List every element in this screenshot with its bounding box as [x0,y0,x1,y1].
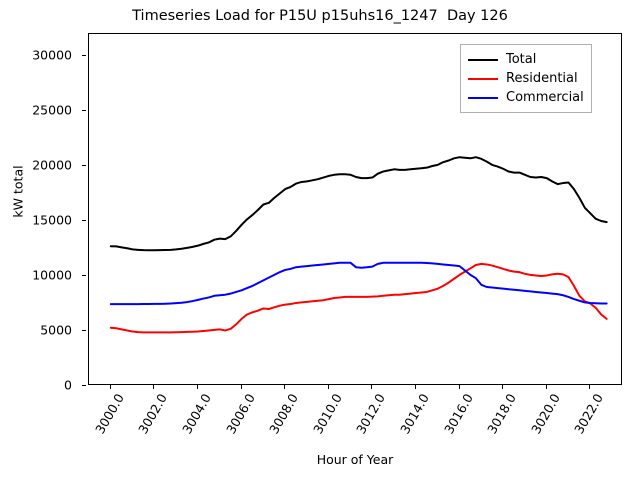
x-tick-label: 3012.0 [353,391,389,437]
legend-swatch-commercial [468,96,498,99]
y-tick-mark [82,385,86,386]
x-tick-mark [414,385,416,389]
y-tick-label: 0 [64,377,72,393]
y-tick-mark [82,165,86,166]
legend-swatch-residential [468,77,498,80]
series-line-residential [109,262,608,334]
x-tick-mark [153,385,155,389]
x-tick-mark [458,385,460,389]
x-tick-label: 3022.0 [571,391,607,437]
series-line-commercial [109,261,608,306]
legend-item-residential[interactable]: Residential [468,69,584,88]
y-tick-label: 10000 [32,267,72,283]
x-tick-label: 3010.0 [309,391,345,437]
y-tick-mark [82,330,86,331]
x-tick-mark [196,385,198,389]
x-tick-label: 3016.0 [440,391,476,437]
x-tick-mark [109,385,111,389]
x-tick-mark [545,385,547,389]
x-tick-mark [240,385,242,389]
legend-label: Total [506,52,537,67]
legend-item-total[interactable]: Total [468,50,584,69]
legend-swatch-total [468,58,498,61]
y-tick-label: 20000 [32,157,72,173]
chart-legend: Total Residential Commercial [460,44,592,113]
plot-lines [109,156,608,334]
x-tick-label: 3020.0 [527,391,563,437]
x-tick-mark [371,385,373,389]
x-tick-mark [502,385,504,389]
y-tick-label: 25000 [32,102,72,118]
legend-label: Residential [506,71,578,86]
x-tick-label: 3000.0 [91,391,127,437]
y-tick-mark [82,110,86,111]
x-tick-label: 3018.0 [484,391,520,437]
series-line-total [109,156,608,252]
x-tick-label: 3002.0 [135,391,171,437]
y-axis-tick-labels: 0 5000 10000 15000 20000 25000 30000 [0,33,82,393]
x-tick-mark [589,385,591,389]
x-axis-label: Hour of Year [316,452,394,467]
x-tick-label: 3004.0 [179,391,214,437]
y-tick-label: 30000 [32,47,72,63]
x-tick-mark [284,385,286,389]
x-tick-mark [327,385,329,389]
legend-label: Commercial [506,90,584,105]
y-tick-label: 15000 [32,212,72,228]
chart-title: Timeseries Load for P15U p15uhs16_1247 D… [132,8,508,24]
y-axis-tick-marks [0,33,88,386]
x-axis-tick-marks [88,385,622,391]
y-tick-mark [82,55,86,56]
legend-item-commercial[interactable]: Commercial [468,88,584,107]
x-axis-tick-labels: 3000.0 3002.0 3004.0 3006.0 3008.0 3010.0 3012… [88,391,622,451]
x-tick-label: 3014.0 [397,391,432,437]
x-tick-label: 3008.0 [266,391,302,437]
x-tick-label: 3006.0 [222,391,258,437]
y-tick-mark [82,275,86,276]
y-tick-mark [82,220,86,221]
y-tick-label: 5000 [40,322,72,338]
